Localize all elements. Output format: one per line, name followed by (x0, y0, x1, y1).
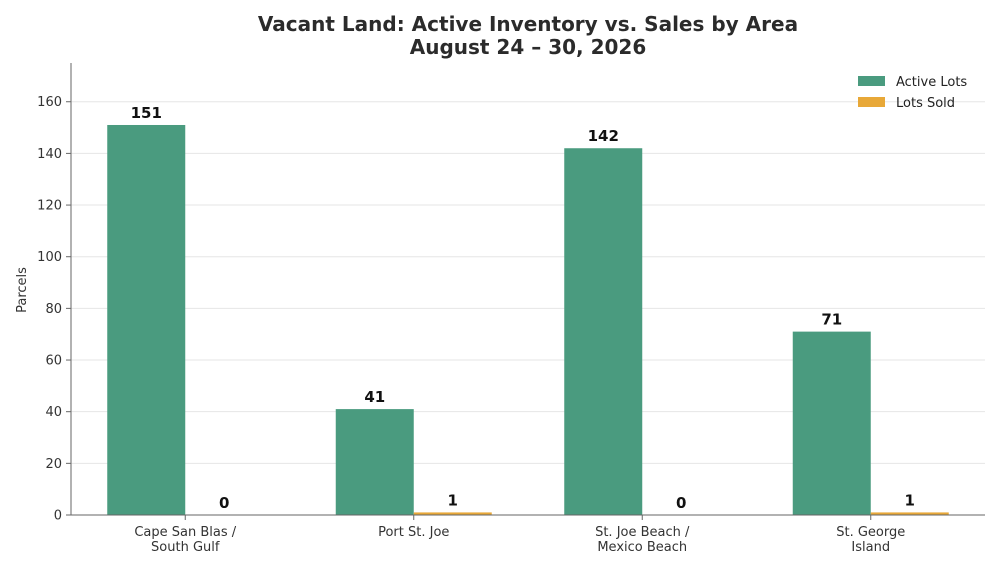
data-label-lots-sold-3: 1 (905, 491, 915, 509)
y-tick-label: 140 (37, 147, 62, 162)
y-tick-label: 40 (45, 405, 62, 420)
data-labels: 151 0 41 1 142 0 71 1 (131, 104, 915, 512)
data-label-lots-sold-2: 0 (676, 494, 686, 512)
y-tick-label: 60 (45, 354, 62, 369)
y-tick-label: 120 (37, 199, 62, 214)
y-tick-label: 100 (37, 250, 62, 265)
x-tick-label: St. Joe Beach / (595, 525, 690, 540)
data-label-active-lots-1: 41 (364, 388, 385, 406)
legend-label-lots-sold: Lots Sold (896, 96, 955, 111)
data-label-active-lots-2: 142 (588, 127, 619, 145)
x-tick-labels: Cape San Blas /South Gulf Port St. Joe St.… (134, 515, 905, 555)
legend-swatch-lots-sold (858, 97, 885, 107)
bar-lots-sold-1 (413, 512, 492, 515)
legend-swatch-active-lots (858, 76, 885, 86)
gridlines (71, 101, 985, 516)
bar-active-lots-3 (792, 331, 871, 515)
bars (107, 124, 949, 515)
data-label-active-lots-3: 71 (821, 311, 842, 329)
legend-label-active-lots: Active Lots (896, 75, 967, 90)
x-tick-label: Port St. Joe (378, 525, 449, 540)
bar-active-lots-2 (564, 148, 643, 515)
x-tick-label: Mexico Beach (597, 540, 687, 555)
y-tick-label: 80 (45, 302, 62, 317)
y-tick-label: 20 (45, 457, 62, 472)
chart-title-line-1: Vacant Land: Active Inventory vs. Sales … (258, 12, 798, 36)
legend: Active Lots Lots Sold (858, 75, 967, 111)
axes (70, 63, 985, 516)
x-tick-label: St. George (836, 525, 905, 540)
x-tick-label: South Gulf (151, 540, 220, 555)
data-label-lots-sold-1: 1 (448, 491, 458, 509)
x-tick-label: Island (851, 540, 890, 555)
x-tick-label: Cape San Blas / (134, 525, 236, 540)
bar-lots-sold-3 (870, 512, 949, 515)
bar-active-lots-1 (335, 409, 414, 515)
data-label-lots-sold-0: 0 (219, 494, 229, 512)
y-tick-labels: 0 20 40 60 80 100 120 140 160 (37, 95, 71, 524)
data-label-active-lots-0: 151 (131, 104, 162, 122)
chart-title-line-2: August 24 – 30, 2026 (410, 35, 647, 59)
y-tick-label: 0 (54, 509, 62, 524)
bar-active-lots-0 (107, 124, 186, 515)
y-axis-label: Parcels (15, 267, 30, 313)
y-tick-label: 160 (37, 95, 62, 110)
